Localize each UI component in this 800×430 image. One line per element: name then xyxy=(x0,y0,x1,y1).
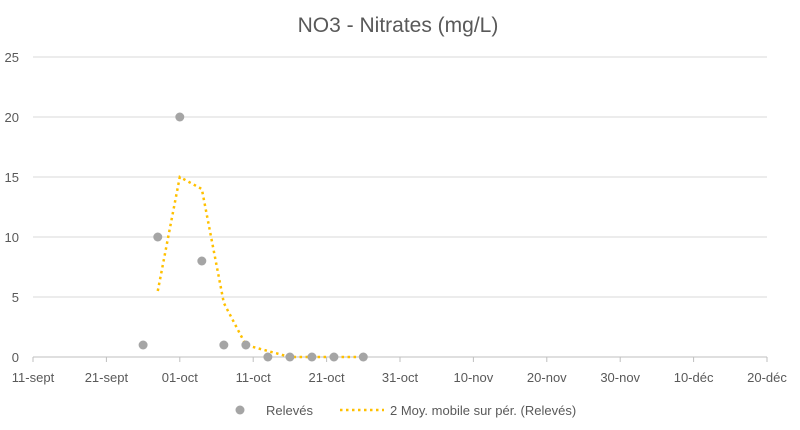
data-point xyxy=(219,340,229,350)
y-tick-label: 20 xyxy=(5,110,19,125)
data-point xyxy=(153,232,163,242)
data-point xyxy=(241,340,251,350)
moving-average-series xyxy=(156,175,364,359)
x-tick-label: 21-sept xyxy=(85,370,129,385)
legend: Relevés 2 Moy. mobile sur pér. (Relevés) xyxy=(235,403,576,418)
y-tick-label: 0 xyxy=(12,350,19,365)
releves-series xyxy=(138,112,368,362)
x-tick-label: 31-oct xyxy=(382,370,419,385)
grid-lines xyxy=(33,56,767,298)
data-point xyxy=(197,256,207,266)
x-tick-label: 30-nov xyxy=(600,370,640,385)
y-axis-tick-labels: 0 5 10 15 20 25 xyxy=(5,50,19,365)
x-tick-label: 01-oct xyxy=(162,370,199,385)
data-point xyxy=(329,352,339,362)
x-tick-label: 20-nov xyxy=(527,370,567,385)
data-point xyxy=(263,352,273,362)
y-tick-label: 25 xyxy=(5,50,19,65)
data-point xyxy=(175,112,185,122)
chart-title: NO3 - Nitrates (mg/L) xyxy=(298,14,499,37)
axes xyxy=(32,356,768,362)
x-tick-label: 10-déc xyxy=(674,370,714,385)
legend-marker-releves xyxy=(235,405,245,415)
x-tick-label: 10-nov xyxy=(454,370,494,385)
x-tick-label: 11-sept xyxy=(12,370,55,385)
x-tick-label: 20-déc xyxy=(747,370,787,385)
x-tick-label: 21-oct xyxy=(309,370,346,385)
legend-label-releves: Relevés xyxy=(266,403,313,418)
y-tick-label: 5 xyxy=(12,290,19,305)
data-point xyxy=(285,352,295,362)
data-point xyxy=(358,352,368,362)
y-tick-label: 10 xyxy=(5,230,19,245)
data-point xyxy=(138,340,148,350)
legend-label-moving-average: 2 Moy. mobile sur pér. (Relevés) xyxy=(390,403,576,418)
x-axis-tick-labels: 11-sept 21-sept 01-oct 11-oct 21-oct 31-oct 10… xyxy=(12,370,788,385)
y-tick-label: 15 xyxy=(5,170,19,185)
x-tick-label: 11-oct xyxy=(236,370,272,385)
data-point xyxy=(307,352,317,362)
moving-average-line xyxy=(156,175,364,359)
